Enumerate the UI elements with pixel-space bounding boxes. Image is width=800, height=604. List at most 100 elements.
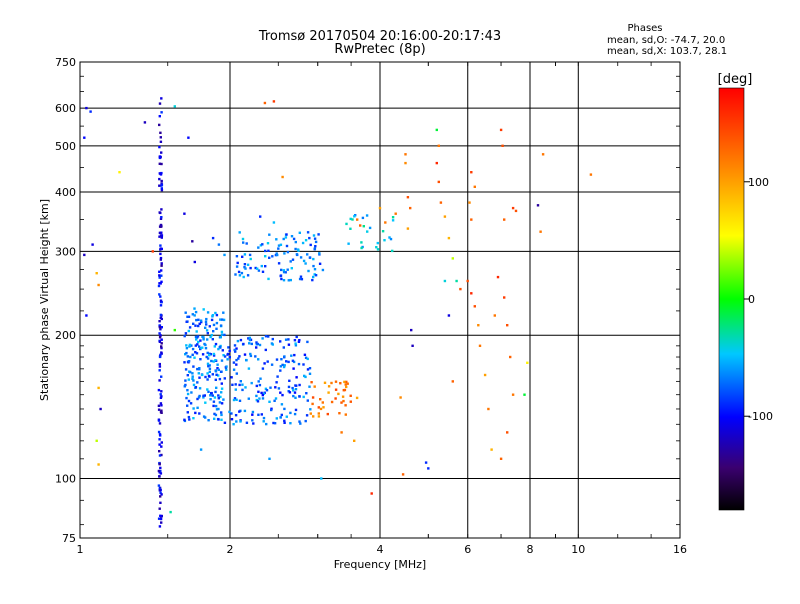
data-point <box>268 233 271 236</box>
data-point <box>183 212 186 215</box>
data-point <box>304 356 308 359</box>
data-point <box>83 136 86 139</box>
data-point <box>190 344 193 347</box>
data-point <box>205 323 208 326</box>
data-point <box>223 377 226 380</box>
data-point <box>160 326 163 329</box>
data-point <box>342 399 345 403</box>
x-tick-label: 2 <box>227 543 234 556</box>
data-point <box>283 355 286 358</box>
data-point <box>287 343 291 346</box>
data-point <box>158 235 161 238</box>
data-point <box>234 388 237 391</box>
data-point <box>268 256 271 259</box>
data-point <box>192 322 195 325</box>
data-point <box>323 381 327 384</box>
data-point <box>198 376 201 379</box>
data-point <box>314 274 318 277</box>
data-point <box>226 358 229 361</box>
data-point <box>158 355 162 359</box>
data-point <box>220 411 223 414</box>
data-point <box>195 352 199 355</box>
data-point <box>143 121 147 124</box>
data-point <box>443 279 447 283</box>
data-point <box>541 153 545 156</box>
data-point <box>293 412 297 416</box>
data-point <box>183 385 186 388</box>
data-point <box>248 338 252 342</box>
data-point <box>506 324 509 327</box>
data-point <box>321 401 324 404</box>
data-point <box>199 339 202 342</box>
data-point <box>273 399 276 402</box>
data-point <box>262 392 266 395</box>
data-point <box>294 240 297 244</box>
data-point <box>234 383 237 386</box>
data-point <box>218 377 222 381</box>
data-point <box>473 185 476 188</box>
data-point <box>241 255 244 258</box>
data-point <box>340 431 343 434</box>
data-point <box>184 311 187 314</box>
data-point <box>159 313 163 317</box>
data-point <box>158 211 161 214</box>
data-point <box>265 422 268 426</box>
data-point <box>159 396 163 399</box>
data-point <box>248 253 252 257</box>
data-point <box>365 214 369 217</box>
data-point <box>198 394 201 398</box>
data-point <box>158 443 161 446</box>
data-point <box>345 385 348 389</box>
data-point <box>206 311 210 314</box>
data-point <box>303 374 306 378</box>
data-point <box>298 277 302 281</box>
data-point <box>251 413 254 416</box>
data-point <box>158 463 161 466</box>
data-point <box>228 356 231 359</box>
data-point <box>158 274 161 277</box>
data-point <box>270 363 274 366</box>
data-point <box>282 279 286 282</box>
data-point <box>159 258 162 261</box>
data-point <box>313 273 316 276</box>
data-point <box>376 241 379 245</box>
data-point <box>208 370 211 373</box>
data-point <box>159 140 163 143</box>
data-point <box>212 404 215 408</box>
data-point <box>159 393 162 396</box>
data-point <box>306 357 309 361</box>
data-point <box>360 241 363 244</box>
data-point <box>309 412 312 415</box>
data-point <box>158 450 161 453</box>
data-point <box>361 216 365 220</box>
y-tick-label: 600 <box>55 102 76 115</box>
y-tick-label: 75 <box>62 532 76 545</box>
data-point <box>197 340 200 344</box>
data-point <box>249 352 252 356</box>
data-point <box>239 338 243 342</box>
data-point <box>389 237 393 241</box>
data-point <box>349 217 352 221</box>
data-point <box>192 417 195 420</box>
data-point <box>160 151 163 154</box>
data-point <box>208 325 211 328</box>
data-point <box>160 262 163 265</box>
data-point <box>158 184 161 187</box>
data-point <box>260 413 263 416</box>
data-point <box>204 401 207 404</box>
data-point <box>289 422 292 425</box>
data-point <box>506 431 509 434</box>
data-point <box>228 410 231 414</box>
data-point <box>205 317 208 321</box>
data-point <box>220 382 223 385</box>
data-point <box>197 396 201 399</box>
data-point <box>160 453 163 457</box>
data-point <box>427 467 430 470</box>
data-point <box>404 153 407 156</box>
data-point <box>234 414 238 417</box>
data-point <box>159 304 163 307</box>
data-point <box>222 354 225 357</box>
y-axis-ticks: 75 100 200 300 400 500 600 750 <box>55 56 680 545</box>
data-point <box>220 402 224 405</box>
data-point <box>157 408 161 411</box>
